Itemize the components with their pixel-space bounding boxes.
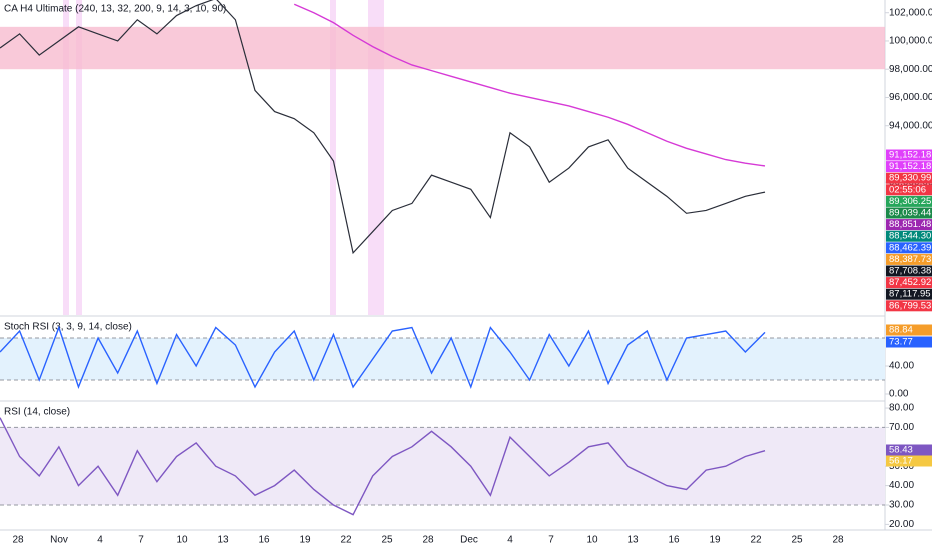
price-tag [886, 253, 932, 265]
y-tick-label: 70.00 [889, 422, 914, 433]
price-tag [886, 336, 932, 348]
price-tag [886, 219, 932, 231]
indicator-title: RSI (14, close) [4, 407, 70, 418]
x-tick-label: 13 [627, 535, 639, 546]
x-tick-label: 19 [299, 535, 311, 546]
price-tag-label: 88.84 [889, 325, 913, 336]
y-tick-label: 96,000.00 [889, 92, 932, 103]
x-tick-label: 19 [709, 535, 721, 546]
y-tick-label: 40.00 [889, 361, 914, 372]
y-tick-label: 0.00 [889, 389, 909, 400]
zone [0, 26, 885, 70]
series-line [0, 325, 766, 390]
price-tag [886, 230, 932, 242]
indicator-title: CA H4 Ultimate (240, 13, 32, 200, 9, 14,… [4, 4, 226, 15]
x-tick-label: 13 [217, 535, 229, 546]
price-tag-label: 91,152.18 [889, 150, 931, 161]
y-tick-label: 98,000.00 [889, 64, 932, 75]
x-tick-label: 22 [750, 535, 762, 546]
price-tag [886, 277, 932, 289]
price-tag-label: 87,117.95 [889, 289, 931, 300]
price-tag [886, 324, 932, 336]
price-tag-label: 87,708.38 [889, 266, 931, 277]
price-tag-label: 91,152.18 [889, 161, 931, 172]
price-tag [886, 149, 932, 161]
price-tag [886, 207, 932, 219]
y-tick-label: 80.00 [889, 403, 914, 414]
band [0, 427, 885, 505]
x-tick-label: 22 [340, 535, 352, 546]
x-tick-label: Nov [50, 535, 68, 546]
price-tag [886, 265, 932, 277]
x-tick-label: Dec [460, 535, 478, 546]
price-tag-label: 56.17 [889, 456, 913, 467]
highlight [368, 0, 384, 315]
x-tick-label: 10 [176, 535, 188, 546]
price-tag [886, 455, 932, 467]
highlight [330, 0, 336, 315]
y-tick-label: 100,000.00 [889, 36, 932, 47]
price-tag-label: 88,544.30 [889, 231, 931, 242]
x-tick-label: 7 [138, 535, 144, 546]
price-tag [886, 184, 932, 196]
x-tick-label: 25 [381, 535, 393, 546]
x-tick-label: 7 [548, 535, 554, 546]
price-tag [886, 444, 932, 456]
price-tag-label: 88,462.39 [889, 242, 931, 253]
price-tag [886, 288, 932, 300]
x-tick-label: 16 [668, 535, 680, 546]
x-tick-label: 25 [791, 535, 803, 546]
x-tick-label: 28 [12, 535, 24, 546]
price-tag [886, 300, 932, 312]
price-tag-label: 58.43 [889, 445, 913, 456]
x-tick-label: 16 [258, 535, 270, 546]
price-tag-label: 89,330.99 [889, 173, 931, 184]
series-line [0, 417, 766, 516]
x-tick-label: 28 [422, 535, 434, 546]
price-tag-label: 02:55:06 [889, 184, 926, 195]
y-tick-label: 40.00 [889, 480, 914, 491]
x-tick-label: 4 [97, 535, 103, 546]
x-tick-label: 28 [832, 535, 844, 546]
series-line [293, 3, 766, 167]
price-tag-label: 88,851.48 [889, 219, 931, 230]
price-tag [886, 172, 932, 184]
x-tick-label: 4 [507, 535, 513, 546]
price-tag-label: 86,799.53 [889, 300, 931, 311]
x-tick-label: 10 [586, 535, 598, 546]
series-line [0, 0, 766, 255]
indicator-title: Stoch RSI (3, 3, 9, 14, close) [4, 322, 132, 333]
price-tag-label: 73.77 [889, 337, 913, 348]
price-tag [886, 161, 932, 173]
price-tag [886, 195, 932, 207]
y-tick-label: 20.00 [889, 519, 914, 530]
price-tag-label: 89,306.25 [889, 196, 931, 207]
price-tag [886, 242, 932, 254]
y-tick-label: 94,000.00 [889, 120, 932, 131]
y-tick-label: 30.00 [889, 500, 914, 511]
price-tag-label: 87,452.92 [889, 277, 931, 288]
highlight [76, 0, 82, 315]
highlight [63, 0, 69, 315]
price-tag-label: 89,039.44 [889, 208, 931, 219]
y-tick-label: 102,000.00 [889, 7, 932, 18]
price-tag-label: 88,387.73 [889, 254, 931, 265]
